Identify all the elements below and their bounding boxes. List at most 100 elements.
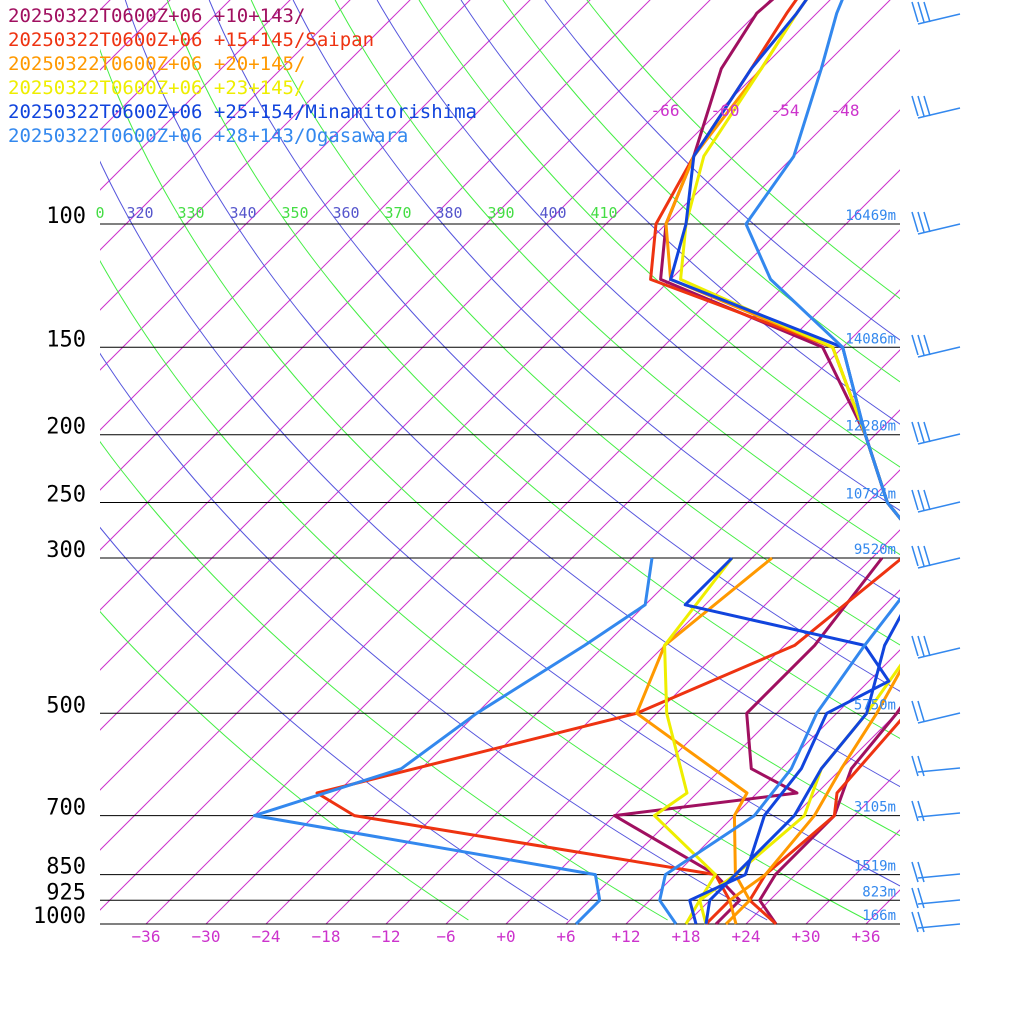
temperature-line-3	[679, 0, 900, 925]
isotherm-line	[0, 0, 6, 924]
isotherm-upper-label: -60	[711, 101, 740, 120]
legend-entry: 20250322T0600Z+06 +28+143/Ogasawara	[8, 125, 409, 147]
wind-barb	[911, 421, 961, 445]
wind-barb	[911, 211, 961, 235]
theta-label: 360	[332, 204, 359, 222]
dry-adiabat	[586, 0, 900, 300]
x-tick-label: +12	[612, 927, 641, 946]
dewpoint-line-1	[315, 557, 900, 925]
wind-barb	[911, 489, 961, 513]
pressure-label: 150	[46, 327, 86, 352]
dewpoint-line-4	[683, 556, 891, 925]
grid-layer	[0, 0, 1024, 925]
pressure-label: 500	[46, 693, 86, 718]
isotherm-line	[565, 589, 900, 925]
x-tick-label: +24	[732, 927, 761, 946]
x-tick-label: −24	[252, 927, 281, 946]
dry-adiabat	[334, 0, 900, 556]
isotherm-upper-label: -66	[651, 101, 680, 120]
legend-entry: 20250322T0600Z+06 +25+154/Minamitorishim…	[8, 101, 477, 123]
dry-adiabat	[208, 0, 900, 692]
pressure-label: 700	[46, 796, 86, 821]
legend-entry: 20250322T0600Z+06 +15+145/Saipan	[8, 29, 375, 51]
isotherm-line	[100, 109, 900, 911]
height-label: 10794m	[845, 487, 896, 503]
legend-entry: 20250322T0600Z+06 +10+143/	[8, 5, 306, 27]
isotherm-line	[100, 0, 771, 671]
x-tick-label: +36	[852, 927, 881, 946]
isotherm-line	[100, 0, 351, 251]
theta-label: 370	[384, 204, 411, 222]
x-tick-label: −12	[372, 927, 401, 946]
pressure-label: 850	[46, 855, 86, 880]
wind-barbs	[911, 1, 961, 933]
wind-barb	[911, 800, 961, 822]
wind-barb	[911, 95, 961, 119]
x-tick-label: +6	[556, 927, 575, 946]
dry-adiabat	[376, 0, 900, 512]
wind-barb	[911, 861, 961, 883]
isotherm-line	[385, 409, 900, 925]
dry-adiabat	[100, 48, 900, 837]
x-tick-label: +30	[792, 927, 821, 946]
dry-adiabat	[124, 0, 900, 788]
theta-label: 0	[95, 204, 104, 222]
height-label: 166m	[862, 908, 896, 924]
x-tick-label: −30	[192, 927, 221, 946]
pressure-label: 250	[46, 483, 86, 508]
isotherm-line	[325, 349, 900, 925]
dry-adiabat	[460, 0, 900, 425]
isotherm-line	[926, 0, 1024, 924]
theta-label: 330	[177, 204, 204, 222]
dry-adiabat	[100, 610, 469, 921]
dry-adiabat	[166, 0, 900, 740]
isotherm-line	[100, 0, 531, 431]
height-label: 823m	[862, 884, 896, 900]
x-tick-label: −6	[436, 927, 455, 946]
height-label: 16469m	[845, 208, 896, 224]
dry-adiabat	[100, 526, 569, 921]
theta-label: 410	[590, 204, 617, 222]
theta-label: 380	[435, 204, 462, 222]
dry-adiabat	[100, 259, 868, 921]
temperature-line-0	[659, 0, 900, 925]
wind-barb	[911, 545, 961, 569]
dry-adiabat	[100, 440, 668, 921]
height-label: 1519m	[854, 859, 896, 875]
wind-barb	[911, 635, 961, 659]
theta-label: 320	[126, 204, 153, 222]
pressure-label: 1000	[33, 904, 86, 929]
isotherm-line	[865, 889, 900, 925]
x-tick-label: +18	[672, 927, 701, 946]
theta-label: 350	[281, 204, 308, 222]
legend-entry: 20250322T0600Z+06 +23+145/	[8, 77, 306, 99]
wind-barb	[911, 887, 961, 909]
dewpoint-line-5	[252, 557, 654, 925]
pressure-label: 925	[46, 880, 86, 905]
dry-adiabat	[100, 352, 768, 921]
dry-adiabat	[418, 0, 900, 468]
height-label: 12280m	[845, 419, 896, 435]
dry-adiabat	[292, 0, 900, 600]
isotherm-line	[625, 649, 900, 925]
x-tick-label: +0	[496, 927, 515, 946]
height-label: 5750m	[854, 697, 896, 713]
dry-adiabat	[502, 0, 900, 383]
dewpoint-line-0	[612, 557, 884, 925]
wind-barb	[911, 911, 961, 933]
height-label: 3105m	[854, 800, 896, 816]
isotherm-upper-label: -48	[831, 101, 860, 120]
legend: 20250322T0600Z+06 +10+143/20250322T0600Z…	[8, 4, 477, 148]
pressure-label: 300	[46, 538, 86, 563]
pressure-label: 200	[46, 415, 86, 440]
isotherm-line	[445, 469, 900, 925]
isotherm-line	[145, 169, 900, 925]
isotherm-line	[100, 0, 651, 551]
isotherm-line	[205, 229, 900, 925]
isotherm-line	[100, 0, 291, 191]
dry-adiabat	[250, 0, 900, 646]
isotherm-line	[100, 0, 591, 491]
isotherm-line	[100, 0, 471, 371]
wind-barb	[911, 334, 961, 358]
